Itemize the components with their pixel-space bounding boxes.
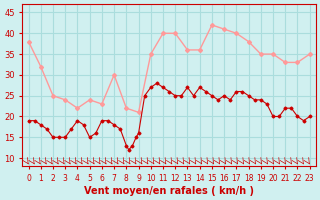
X-axis label: Vent moyen/en rafales ( km/h ): Vent moyen/en rafales ( km/h ) xyxy=(84,186,254,196)
